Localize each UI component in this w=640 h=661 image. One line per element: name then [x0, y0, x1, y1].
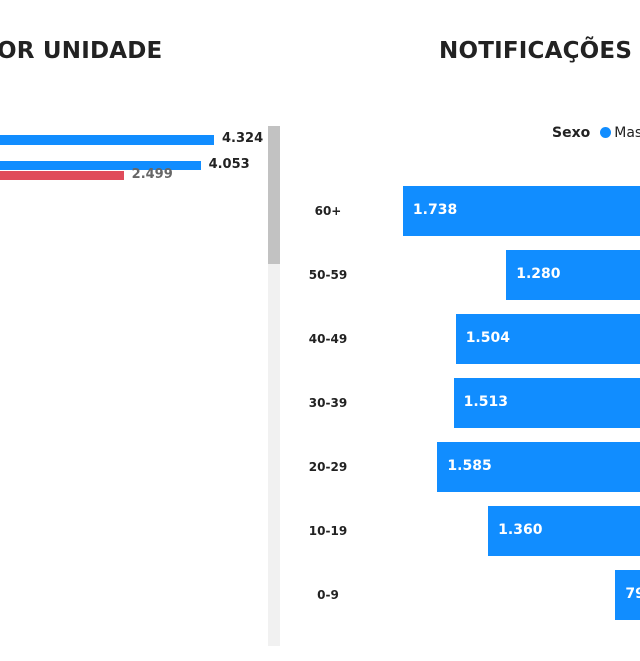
legend: Sexo Mas [552, 125, 640, 141]
age-group-label: 40-49 [308, 332, 348, 346]
age-bar-value-label: 796 [625, 586, 640, 602]
unit-bar-value-label: 4.324 [222, 131, 264, 146]
scrollbar-track[interactable] [268, 126, 280, 646]
unit-bar-value-label: 4.053 [208, 157, 250, 172]
age-bar-value-label: 1.280 [516, 266, 561, 282]
unit-bar-chart: 4.324 4.053 2.499 [0, 0, 268, 661]
age-bar[interactable] [506, 250, 640, 300]
legend-title: Sexo [552, 125, 591, 141]
age-bar[interactable] [488, 506, 640, 556]
legend-entry[interactable]: Mas [614, 125, 640, 141]
scrollbar-thumb[interactable] [268, 126, 280, 264]
age-group-label: 20-29 [308, 460, 348, 474]
age-bar-value-label: 1.585 [447, 458, 492, 474]
age-bar[interactable] [615, 570, 640, 620]
age-bar-value-label: 1.513 [463, 394, 508, 410]
right-chart-title: NOTIFICAÇÕES P [439, 38, 640, 64]
age-bar[interactable] [455, 314, 640, 364]
unit-bar[interactable] [0, 171, 124, 180]
legend-dot-icon [600, 127, 612, 138]
unit-bar[interactable] [0, 161, 201, 170]
age-bar-value-label: 1.360 [498, 522, 543, 538]
age-bar-value-label: 1.504 [465, 330, 510, 346]
age-group-label: 50-59 [308, 268, 348, 282]
age-bar[interactable] [437, 442, 640, 492]
age-group-label: 60+ [314, 204, 342, 218]
age-bar[interactable] [453, 378, 640, 428]
age-group-label: 30-39 [308, 396, 348, 410]
left-chart-title: OR UNIDADE [0, 38, 163, 64]
age-bar-value-label: 1.738 [412, 202, 458, 218]
unit-bar-value-label: 2.499 [131, 167, 173, 182]
age-group-label: 10-19 [308, 524, 348, 538]
age-bar[interactable] [402, 186, 640, 236]
unit-bar[interactable] [0, 135, 214, 145]
age-group-label: 0-9 [317, 588, 339, 602]
